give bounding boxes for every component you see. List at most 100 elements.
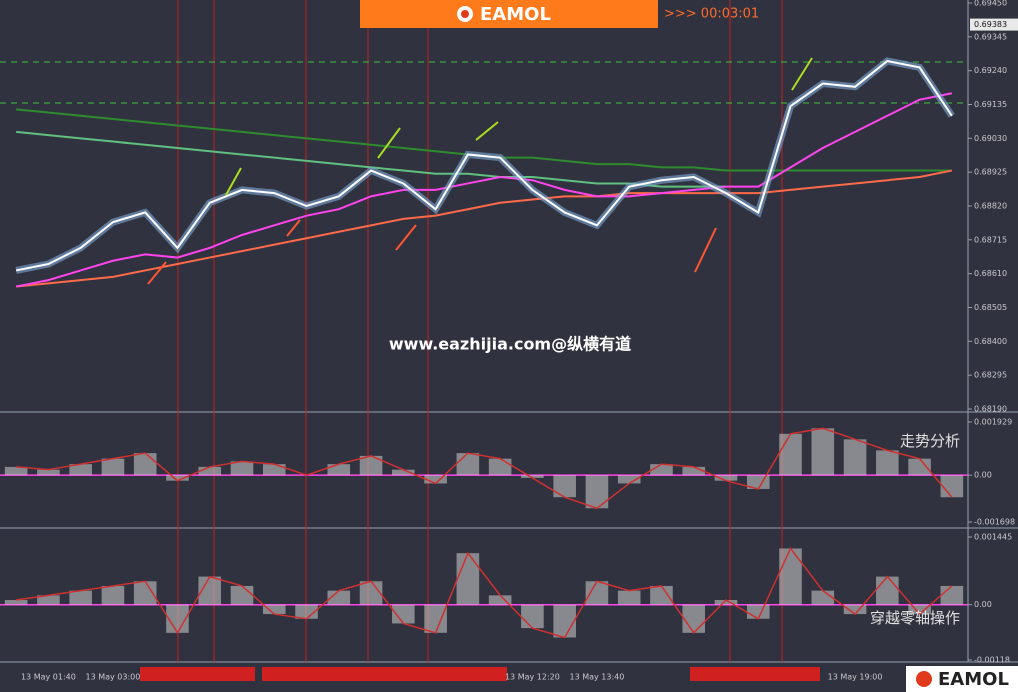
bar: [37, 595, 60, 605]
bar: [133, 581, 157, 605]
y-tick-label: 0.68295: [974, 371, 1007, 380]
x-tick-label: 13 May 03:00: [86, 673, 141, 682]
annotation: 穿越零轴操作: [870, 609, 960, 627]
level-lines: [0, 61, 968, 104]
arrows: [147, 57, 813, 285]
bar: [69, 464, 92, 476]
bar: [392, 604, 415, 624]
bar: [424, 604, 447, 633]
bar: [650, 464, 673, 476]
y-tick-label: 0.68610: [974, 269, 1007, 278]
bar: [682, 604, 706, 633]
bar: [779, 548, 802, 605]
histogram-outline: [16, 547, 953, 639]
bar: [617, 475, 641, 484]
bar: [392, 469, 415, 476]
bar: [488, 458, 512, 476]
y-tick-label: 0.69345: [974, 32, 1007, 41]
bar: [876, 450, 899, 476]
bar: [359, 455, 383, 476]
y-tick-label: 0.68925: [974, 168, 1007, 177]
bar: [843, 604, 867, 615]
bar: [4, 600, 28, 605]
x-tick-label: 13 May 19:00: [828, 673, 883, 682]
x-tick-label: 13 May 13:40: [570, 673, 625, 682]
watermark: www.eazhijia.com@纵横有道: [389, 335, 631, 354]
bar: [198, 576, 222, 605]
y-tick-label: 0.69450: [974, 0, 1007, 8]
bar: [908, 458, 931, 476]
series-line: [16, 169, 953, 288]
bar: [37, 469, 60, 476]
bar: [876, 576, 899, 605]
bar: [585, 581, 609, 605]
bar: [424, 475, 447, 484]
bar: [811, 590, 835, 605]
x-tick-label: 13 May 01:40: [21, 673, 76, 682]
separators: [0, 0, 1018, 663]
bar: [295, 604, 318, 619]
y-tick-label: 0.68820: [974, 202, 1007, 211]
y-tick-label: 0.69030: [974, 134, 1007, 143]
bar: [198, 466, 222, 476]
series-line: [15, 92, 953, 288]
last-price-label: 0.69383: [974, 20, 1007, 29]
bar: [488, 595, 512, 605]
y-tick-label: -0.00118: [974, 656, 1010, 665]
bar: [327, 590, 351, 605]
bar: [456, 553, 480, 605]
y-tick-label: 0.69135: [974, 100, 1007, 109]
bar: [230, 585, 254, 605]
bar: [101, 585, 125, 605]
brand-logo-dot: [461, 10, 469, 18]
bar: [617, 590, 641, 605]
y-tick-label: 0.68190: [974, 405, 1007, 414]
bar: [682, 466, 706, 476]
bar: [101, 458, 125, 476]
series-line: [15, 59, 953, 272]
brand: EAMOL: [480, 4, 551, 25]
bar: [940, 585, 964, 605]
bar: [779, 433, 802, 476]
bar: [230, 461, 254, 476]
y-tick-label: -0.001698: [974, 518, 1015, 527]
x-tick-label: 13 May 12:20: [505, 673, 560, 682]
y-tick-label: 0.68505: [974, 303, 1007, 312]
y-tick-label: 0.00: [974, 471, 992, 480]
bar: [521, 604, 544, 629]
bar: [746, 604, 770, 619]
bar: [553, 475, 576, 498]
bar: [908, 604, 931, 615]
bar: [521, 475, 544, 478]
bar: [940, 475, 964, 498]
bar: [327, 464, 351, 476]
bar: [133, 453, 157, 476]
bar: [166, 604, 189, 633]
footer-brand: EAMOL: [938, 669, 1009, 690]
bar: [456, 453, 480, 476]
bar: [585, 475, 609, 509]
bar: [262, 604, 286, 615]
bar: [166, 475, 189, 481]
footer-logo: [916, 671, 932, 687]
bar: [4, 466, 28, 476]
y-tick-label: 0.68400: [974, 337, 1007, 346]
bar: [843, 439, 867, 476]
annotation: 走势分析: [900, 432, 960, 450]
bar: [69, 590, 92, 605]
timer: >>> 00:03:01: [664, 7, 759, 22]
brand-banner: [360, 0, 658, 28]
bar: [262, 464, 286, 476]
y-tick-label: 0.001929: [974, 418, 1012, 427]
y-tick-label: 0.001445: [974, 533, 1012, 542]
bar: [650, 585, 673, 605]
time-highlights: [140, 667, 820, 681]
bar: [553, 604, 576, 638]
bar: [714, 475, 738, 481]
last-price-box: [970, 18, 1018, 31]
y-tick-label: 0.68715: [974, 235, 1007, 244]
bar: [811, 428, 835, 476]
